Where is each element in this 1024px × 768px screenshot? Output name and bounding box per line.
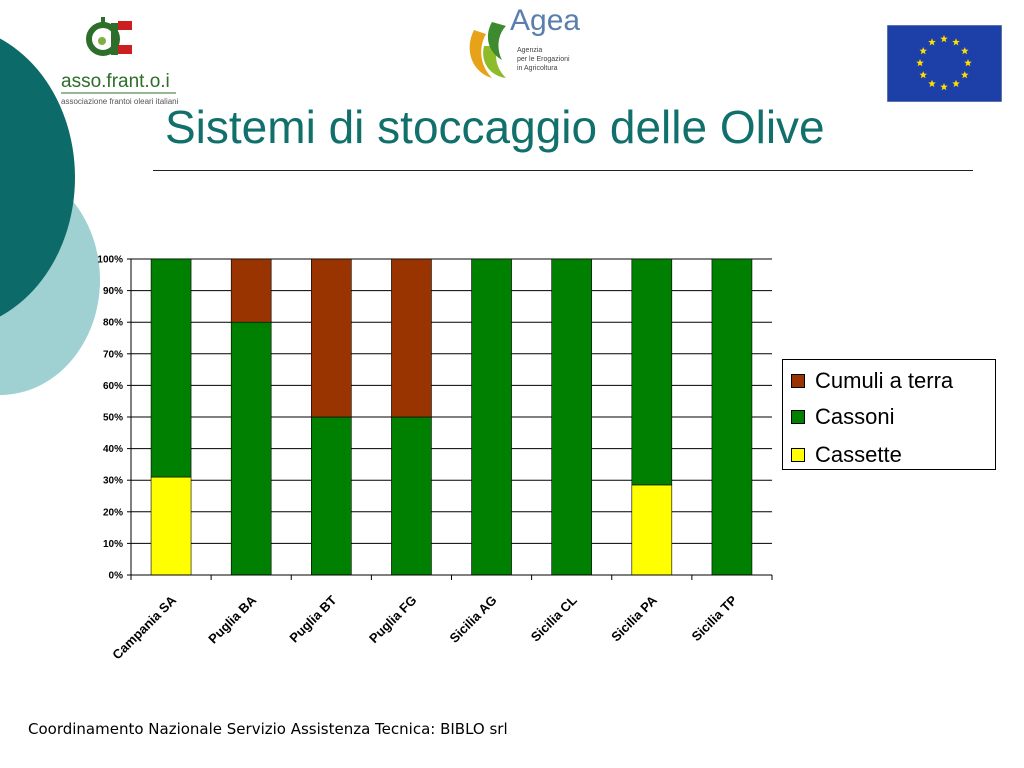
agea-line2: per le Erogazioni (517, 56, 570, 63)
eu-star-icon (952, 38, 960, 46)
y-tick-label: 60% (103, 381, 123, 392)
x-tick-label: Campania SA (109, 592, 179, 662)
bar-segment (631, 484, 673, 576)
x-tick-label: Puglia FG (366, 593, 420, 647)
bar-segment (311, 416, 352, 576)
legend-item-cumuli: Cumuli a terra (791, 368, 953, 394)
legend-item-cassette: Cassette (791, 442, 902, 468)
title-divider (153, 170, 973, 171)
bar-segment (391, 258, 432, 418)
bar-segment (711, 258, 753, 576)
bar-segment (150, 258, 192, 478)
y-tick-label: 50% (103, 413, 123, 424)
eu-star-icon (964, 59, 972, 67)
bar-segment (471, 258, 512, 576)
eu-star-icon (952, 79, 960, 88)
agea-logo: Agea Agenzia per le Erogazioni in Agrico… (462, 0, 590, 82)
legend-label-cumuli: Cumuli a terra (815, 368, 954, 393)
eu-star-icon (916, 59, 924, 67)
legend-swatch-cassoni (791, 410, 805, 424)
y-tick-label: 20% (103, 507, 123, 518)
legend-swatch-cumuli (791, 374, 805, 388)
bar-segment (311, 258, 352, 418)
y-tick-label: 100% (97, 255, 123, 266)
bar-segment (150, 476, 192, 576)
footer-credit: Coordinamento Nazionale Servizio Assiste… (28, 720, 508, 738)
x-tick-label: Sicilia TP (689, 592, 741, 644)
eu-star-icon (960, 47, 969, 55)
legend-label-cassette: Cassette (815, 442, 902, 467)
eu-star-icon (928, 38, 936, 46)
x-tick-label: Sicilia CL (528, 592, 580, 644)
legend-label-cassoni: Cassoni (815, 404, 895, 429)
x-tick-label: Sicilia PA (608, 592, 660, 644)
y-tick-label: 80% (103, 318, 123, 329)
slide-title: Sistemi di stoccaggio delle Olive (165, 101, 825, 153)
y-tick-label: 90% (103, 286, 123, 297)
y-tick-label: 70% (103, 349, 123, 360)
x-tick-label: Sicilia AG (446, 593, 499, 646)
x-tick-label: Puglia BT (286, 592, 339, 645)
bar-segment (230, 321, 272, 576)
eu-star-icon (928, 79, 936, 88)
y-tick-label: 10% (103, 539, 123, 550)
assofrantoi-subtitle: associazione frantoi oleari italiani (61, 97, 179, 106)
bar-segment (230, 258, 272, 323)
bar-segment (551, 258, 592, 576)
eu-star-icon (960, 71, 969, 79)
assofrantoi-logo: asso.frant.o.i associazione frantoi olea… (61, 17, 179, 106)
eu-flag-logo (887, 25, 1002, 102)
legend-swatch-cassette (791, 448, 805, 462)
chart-legend: Cumuli a terra Cassoni Cassette (782, 359, 996, 470)
eu-star-icon (940, 35, 948, 43)
assofrantoi-brand: asso.frant.o.i (61, 71, 170, 92)
y-tick-label: 30% (103, 476, 123, 487)
bar-segment (631, 258, 673, 486)
legend-item-cassoni: Cassoni (791, 404, 894, 430)
agea-line1: Agenzia (517, 47, 542, 54)
y-tick-label: 40% (103, 444, 123, 455)
eu-star-icon (919, 71, 928, 79)
eu-star-icon (940, 83, 948, 91)
y-tick-label: 0% (109, 571, 124, 582)
eu-star-icon (919, 47, 928, 55)
agea-line3: in Agricoltura (517, 65, 558, 72)
x-tick-label: Puglia BA (205, 592, 259, 646)
agea-brand: Agea (510, 4, 580, 37)
bar-segment (391, 416, 432, 576)
